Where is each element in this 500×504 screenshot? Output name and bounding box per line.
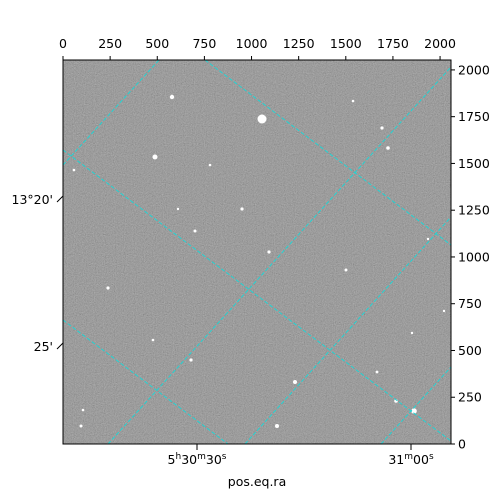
x-tick-label: 500: [145, 36, 169, 51]
ra-unit: m: [197, 452, 206, 462]
ra-tick-label: 31m00s: [388, 452, 434, 467]
ra-unit: h: [175, 452, 181, 462]
x-tick-label: 1500: [330, 36, 362, 51]
y-tick-label: 1250: [458, 203, 490, 218]
y-tick-label: 1000: [458, 249, 490, 264]
x-tick-label: 250: [98, 36, 122, 51]
ra-number: 30: [181, 452, 197, 467]
x-axis-label: pos.eq.ra: [228, 474, 286, 489]
dec-tick: [56, 342, 64, 350]
x-tick-label: 750: [192, 36, 216, 51]
dec-tick: [56, 195, 64, 203]
y-tick-label: 2000: [458, 62, 490, 77]
y-tick-label: 250: [458, 390, 482, 405]
coordinate-grid: [63, 60, 451, 444]
dec-tick-label: 13°20': [12, 192, 54, 207]
ra-number: 30: [206, 452, 222, 467]
x-tick-label: 1750: [377, 36, 409, 51]
y-tick-label: 1750: [458, 109, 490, 124]
ra-number: 00: [413, 452, 429, 467]
y-tick-label: 750: [458, 296, 482, 311]
ra-unit: s: [429, 452, 434, 462]
ra-unit: s: [222, 452, 227, 462]
stars: [72, 94, 446, 428]
y-tick-label: 500: [458, 343, 482, 358]
y-tick-label: 1500: [458, 156, 490, 171]
x-tick-label: 2000: [424, 36, 456, 51]
ra-tick-label: 5h30m30s: [168, 452, 227, 467]
dec-tick-label: 25': [34, 339, 53, 354]
ra-unit: m: [404, 452, 413, 462]
image-noise: [63, 60, 451, 444]
axes-frame: [62, 59, 452, 445]
ra-number: 31: [388, 452, 404, 467]
ra-number: 5: [168, 452, 176, 467]
x-tick-label: 1250: [283, 36, 315, 51]
x-tick-label: 0: [59, 36, 67, 51]
x-tick-label: 1000: [236, 36, 268, 51]
y-tick-label: 0: [458, 437, 466, 452]
